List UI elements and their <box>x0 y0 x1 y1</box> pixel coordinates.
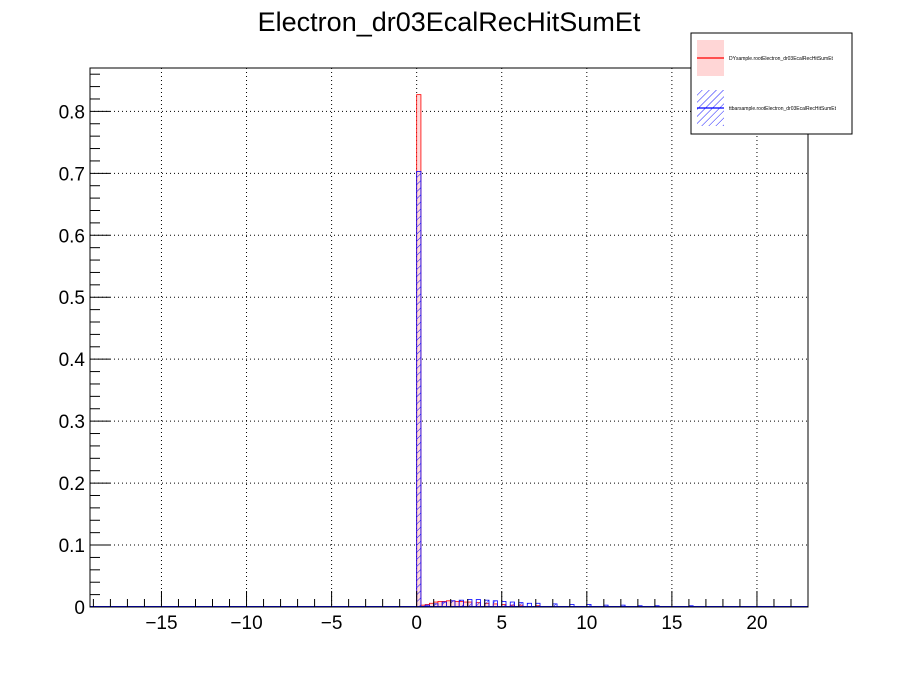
x-tick-label: 5 <box>496 613 507 634</box>
histogram-bar-series-2 <box>416 171 422 608</box>
y-tick-label: 0.3 <box>59 412 85 433</box>
x-tick-label: −15 <box>145 613 177 634</box>
histogram-bar-series-2 <box>467 599 473 608</box>
x-tick-label: 10 <box>576 613 597 634</box>
grid-lines <box>90 68 808 607</box>
plot-frame <box>89 67 809 608</box>
x-tick-label: 0 <box>411 613 422 634</box>
histogram-bar-series-2 <box>484 599 490 608</box>
y-tick-label: 0.2 <box>59 474 85 495</box>
y-tick-label: 0.1 <box>59 536 85 557</box>
y-tick-label: 0.7 <box>59 164 85 185</box>
y-tick-label: 0.6 <box>59 226 85 247</box>
chart-title: Electron_dr03EcalRecHitSumEt <box>258 7 641 37</box>
x-tick-label: −5 <box>321 613 343 634</box>
x-tick-label: 20 <box>746 613 767 634</box>
y-tick-label: 0 <box>74 598 85 619</box>
histogram-bar-series-2 <box>458 599 464 608</box>
y-tick-label: 0.8 <box>59 102 85 123</box>
x-tick-label: −10 <box>230 613 262 634</box>
x-tick-label: 15 <box>661 613 682 634</box>
y-tick-label: 0.5 <box>59 288 85 309</box>
histogram-bar-series-2 <box>475 599 481 608</box>
legend: DYsample.rootElectron_dr03EcalRecHitSumE… <box>690 32 853 135</box>
y-tick-label: 0.4 <box>59 350 86 371</box>
histogram-bars <box>90 94 808 608</box>
legend-label-2: ttbarsample.rootElectron_dr03EcalRecHitS… <box>729 106 837 112</box>
axes: −15 −10 −5 0 5 10 15 20 0 0.1 0.2 0.3 0.4 0.5 0.6 0.7 0.… <box>59 67 809 634</box>
legend-label-1: DYsample.rootElectron_dr03EcalRecHitSumE… <box>729 56 834 62</box>
